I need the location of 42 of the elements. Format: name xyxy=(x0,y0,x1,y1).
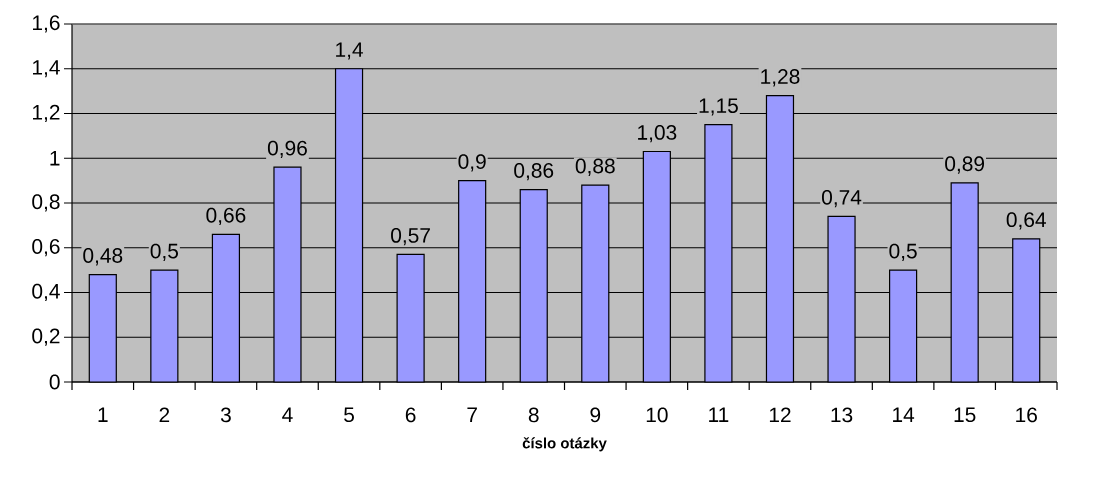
data-label: 1,03 xyxy=(638,125,677,143)
data-label: 0,88 xyxy=(575,158,615,176)
data-label: 1,28 xyxy=(761,69,800,87)
x-tick-label: 2 xyxy=(159,407,170,423)
y-tick-label: 0,2 xyxy=(32,328,60,346)
y-tick-label: 0,6 xyxy=(32,239,60,257)
data-label: 0,96 xyxy=(267,140,307,158)
data-label: 0,5 xyxy=(150,243,179,261)
data-label: 0,89 xyxy=(945,156,985,174)
data-label: 0,5 xyxy=(889,243,917,261)
data-label: 1,15 xyxy=(699,98,738,116)
x-tick-label: 5 xyxy=(344,407,354,423)
x-tick-label: 15 xyxy=(954,407,976,423)
x-axis-title: číslo otázky xyxy=(522,437,607,452)
y-tick-label: 0,8 xyxy=(32,194,60,212)
data-label: 0,74 xyxy=(821,189,862,208)
x-tick-label: 11 xyxy=(709,407,729,422)
x-tick-label: 6 xyxy=(405,407,416,423)
data-label: 0,66 xyxy=(206,207,246,226)
y-tick-label: 1,4 xyxy=(33,60,60,78)
x-tick-label: 12 xyxy=(769,407,791,423)
data-label: 1,4 xyxy=(336,42,363,60)
x-tick-label: 9 xyxy=(590,407,601,423)
y-tick-label: 0 xyxy=(49,374,60,390)
x-tick-label: 14 xyxy=(893,407,915,422)
x-tick-label: 1 xyxy=(98,407,108,422)
data-label: 0,64 xyxy=(1006,212,1046,230)
x-tick-label: 3 xyxy=(220,407,231,423)
x-tick-label: 13 xyxy=(831,407,853,423)
data-label: 0,57 xyxy=(391,227,430,246)
x-tick-label: 8 xyxy=(528,407,539,423)
x-tick-label: 10 xyxy=(646,407,668,423)
y-tick-label: 1,2 xyxy=(33,104,60,123)
x-tick-label: 7 xyxy=(467,407,477,422)
y-tick-label: 1 xyxy=(50,151,60,166)
x-tick-label: 4 xyxy=(282,407,293,422)
x-tick-label: 16 xyxy=(1016,407,1037,423)
data-label: 0,9 xyxy=(458,154,486,172)
data-label: 0,48 xyxy=(83,248,123,266)
y-tick-label: 1,6 xyxy=(33,15,60,33)
data-label: 0,86 xyxy=(514,163,554,181)
y-tick-label: 0,4 xyxy=(32,283,60,302)
